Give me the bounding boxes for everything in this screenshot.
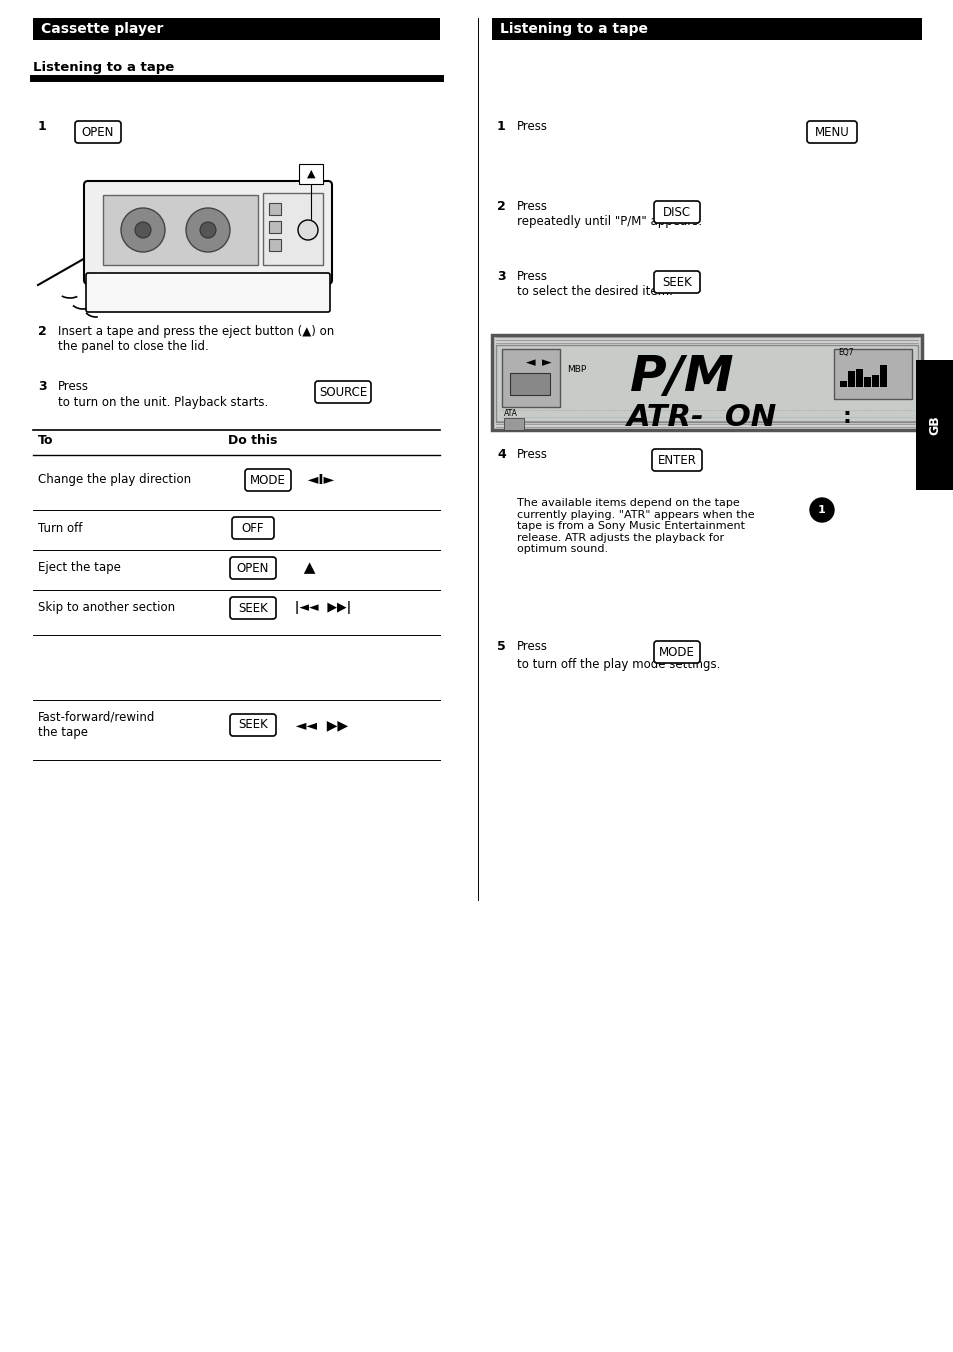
FancyBboxPatch shape: [654, 201, 700, 223]
Text: OFF: OFF: [241, 522, 264, 534]
Text: Listening to a tape: Listening to a tape: [499, 22, 647, 37]
Text: Cassette player: Cassette player: [41, 22, 163, 37]
Bar: [269, 239, 281, 251]
FancyBboxPatch shape: [654, 270, 700, 293]
Bar: [269, 220, 281, 233]
Circle shape: [297, 220, 317, 241]
Text: SEEK: SEEK: [238, 718, 268, 731]
Bar: [33, 18, 439, 41]
Bar: [103, 195, 257, 265]
Text: MBP: MBP: [566, 365, 586, 375]
Text: 1: 1: [818, 506, 825, 515]
Text: Press: Press: [517, 448, 547, 461]
Bar: [263, 193, 323, 265]
FancyBboxPatch shape: [314, 381, 371, 403]
Text: P/M: P/M: [629, 353, 734, 402]
Text: ATR-  ON: ATR- ON: [626, 403, 777, 431]
Bar: [492, 18, 921, 41]
Text: SEEK: SEEK: [661, 276, 691, 288]
FancyBboxPatch shape: [230, 598, 275, 619]
FancyBboxPatch shape: [230, 557, 275, 579]
FancyBboxPatch shape: [232, 516, 274, 539]
Bar: [501, 349, 559, 407]
Text: DISC: DISC: [662, 206, 690, 219]
Text: Eject the tape: Eject the tape: [38, 561, 121, 575]
Text: Fast-forward/rewind
the tape: Fast-forward/rewind the tape: [38, 711, 155, 740]
FancyBboxPatch shape: [75, 120, 121, 143]
FancyBboxPatch shape: [298, 164, 323, 184]
Text: MODE: MODE: [659, 645, 694, 658]
Text: OPEN: OPEN: [82, 126, 114, 138]
Text: 3: 3: [38, 380, 47, 393]
Text: To: To: [38, 434, 53, 448]
Text: The available items depend on the tape
currently playing. "ATR" appears when the: The available items depend on the tape c…: [517, 498, 754, 554]
Text: ▲: ▲: [288, 561, 315, 576]
Text: Turn off: Turn off: [38, 522, 82, 534]
Text: Skip to another section: Skip to another section: [38, 602, 175, 615]
Text: 1: 1: [497, 120, 505, 132]
Circle shape: [809, 498, 833, 522]
Text: 5: 5: [497, 639, 505, 653]
Circle shape: [200, 222, 215, 238]
Text: OPEN: OPEN: [236, 561, 269, 575]
Text: ▲: ▲: [307, 169, 314, 178]
Text: EQ7: EQ7: [837, 349, 853, 357]
Text: ►: ►: [541, 357, 551, 369]
Text: Press: Press: [517, 270, 547, 283]
Bar: [492, 335, 921, 430]
Bar: [863, 377, 870, 387]
FancyBboxPatch shape: [84, 181, 332, 284]
Text: Insert a tape and press the eject button (▲) on
the panel to close the lid.: Insert a tape and press the eject button…: [58, 324, 334, 353]
Text: ENTER: ENTER: [657, 453, 696, 466]
Text: to turn off the play mode settings.: to turn off the play mode settings.: [517, 658, 720, 671]
Text: ATA: ATA: [503, 410, 517, 419]
Text: ◄I►: ◄I►: [297, 473, 334, 487]
FancyBboxPatch shape: [654, 641, 700, 662]
Bar: [847, 370, 854, 387]
Circle shape: [121, 208, 165, 251]
Bar: [496, 345, 917, 422]
Text: 1: 1: [38, 120, 47, 132]
Text: Press: Press: [517, 639, 547, 653]
Bar: [510, 373, 550, 395]
Text: MENU: MENU: [814, 126, 848, 138]
Text: 4: 4: [497, 448, 505, 461]
Circle shape: [186, 208, 230, 251]
FancyBboxPatch shape: [86, 273, 330, 312]
Text: MODE: MODE: [250, 473, 286, 487]
Text: Press: Press: [58, 380, 89, 393]
FancyBboxPatch shape: [651, 449, 701, 470]
Circle shape: [135, 222, 151, 238]
Text: repeatedly until "P/M" appears.: repeatedly until "P/M" appears.: [517, 215, 701, 228]
Text: SEEK: SEEK: [238, 602, 268, 615]
Bar: [840, 381, 846, 387]
Text: 2: 2: [38, 324, 47, 338]
Text: GB: GB: [927, 415, 941, 435]
Text: to turn on the unit. Playback starts.: to turn on the unit. Playback starts.: [58, 396, 268, 410]
Bar: [915, 360, 953, 489]
Text: Do this: Do this: [228, 434, 277, 448]
Bar: [269, 203, 281, 215]
Text: ◄◄  ▶▶: ◄◄ ▶▶: [286, 718, 348, 731]
Text: 2: 2: [497, 200, 505, 214]
Bar: [503, 418, 523, 430]
Text: Press: Press: [517, 200, 547, 214]
Text: SOURCE: SOURCE: [318, 385, 367, 399]
Bar: [879, 365, 886, 387]
Text: |◄◄  ▶▶|: |◄◄ ▶▶|: [286, 602, 351, 615]
FancyBboxPatch shape: [245, 469, 291, 491]
Text: 3: 3: [497, 270, 505, 283]
Bar: [871, 375, 878, 387]
Bar: [855, 369, 862, 387]
FancyBboxPatch shape: [230, 714, 275, 735]
Text: Press: Press: [517, 120, 547, 132]
Text: :: :: [841, 407, 850, 427]
Bar: [833, 349, 911, 399]
Text: Listening to a tape: Listening to a tape: [33, 61, 174, 74]
Text: to select the desired item.: to select the desired item.: [517, 285, 672, 297]
Text: ◄: ◄: [526, 357, 536, 369]
Text: Change the play direction: Change the play direction: [38, 473, 191, 487]
FancyBboxPatch shape: [806, 120, 856, 143]
